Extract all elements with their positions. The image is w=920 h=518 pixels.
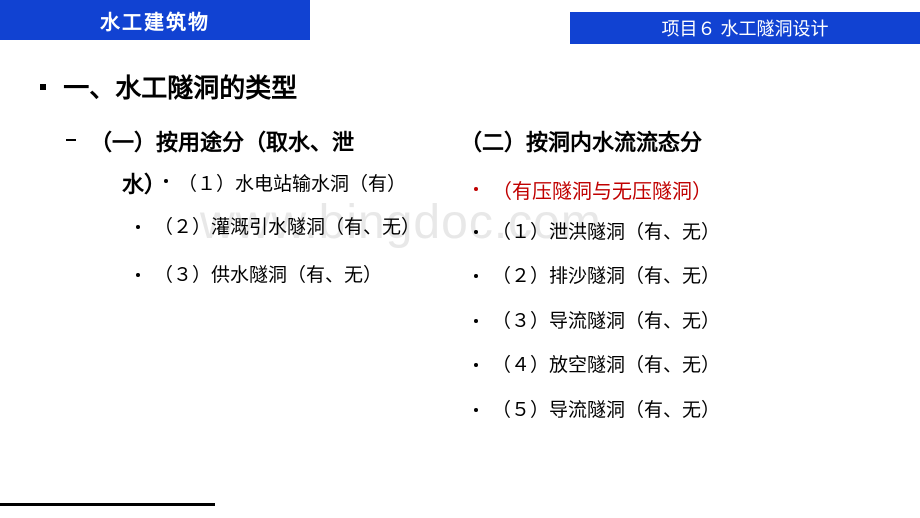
dot-icon (474, 187, 478, 191)
main-title: 一、水工隧洞的类型 (40, 68, 297, 105)
header-right-banner: 项目６ 水工隧洞设计 (570, 12, 920, 44)
list-item: （１）泄洪隧洞（有、无） (492, 218, 880, 248)
main-title-text: 一、水工隧洞的类型 (63, 73, 297, 103)
dot-icon (474, 274, 478, 278)
right-item-4: （４）放空隧洞（有、无） (492, 355, 720, 376)
list-item: （１）水电站输水洞（有） (178, 169, 406, 196)
dot-icon (136, 225, 140, 229)
bullet-icon (40, 84, 46, 90)
header-left-text: 水工建筑物 (100, 6, 210, 35)
dash-icon (66, 139, 76, 141)
right-highlight: （有压隧洞与无压隧洞） (492, 175, 880, 204)
left-subtitle: （一）按用途分（取水、泄 (90, 125, 450, 157)
footer-line (0, 503, 215, 506)
left-item-1: （１）水电站输水洞（有） (178, 174, 406, 195)
header-left-banner: 水工建筑物 (0, 0, 310, 40)
left-subtitle-line1: （一）按用途分（取水、泄 (90, 130, 354, 155)
left-item-2: （２）灌溉引水隧洞（有、无） (154, 217, 420, 238)
dot-icon (474, 230, 478, 234)
list-item: （３）导流隧洞（有、无） (492, 307, 880, 337)
list-item: （２）灌溉引水隧洞（有、无） (154, 213, 450, 243)
left-column: （一）按用途分（取水、泄 水） （１）水电站输水洞（有） （２）灌溉引水隧洞（有… (90, 125, 450, 292)
list-item: （３）供水隧洞（有、无） (154, 261, 450, 291)
list-item: （２）排沙隧洞（有、无） (492, 262, 880, 292)
dot-icon (474, 363, 478, 367)
right-highlight-text: （有压隧洞与无压隧洞） (492, 181, 712, 203)
left-subtitle-line2: 水） (122, 167, 166, 199)
right-item-5: （５）导流隧洞（有、无） (492, 400, 720, 421)
dot-icon (474, 319, 478, 323)
dot-icon (474, 408, 478, 412)
right-subtitle: （二）按洞内水流流态分 (460, 125, 880, 157)
right-item-3: （３）导流隧洞（有、无） (492, 311, 720, 332)
right-column: （二）按洞内水流流态分 （有压隧洞与无压隧洞） （１）泄洪隧洞（有、无） （２）… (460, 125, 880, 426)
dot-icon (136, 273, 140, 277)
dot-icon (164, 179, 168, 183)
list-item: （４）放空隧洞（有、无） (492, 351, 880, 381)
right-item-2: （２）排沙隧洞（有、无） (492, 266, 720, 287)
list-item: （５）导流隧洞（有、无） (492, 396, 880, 426)
header-right-text: 项目６ 水工隧洞设计 (661, 15, 828, 41)
left-item-3: （３）供水隧洞（有、无） (154, 265, 382, 286)
right-item-1: （１）泄洪隧洞（有、无） (492, 222, 720, 243)
